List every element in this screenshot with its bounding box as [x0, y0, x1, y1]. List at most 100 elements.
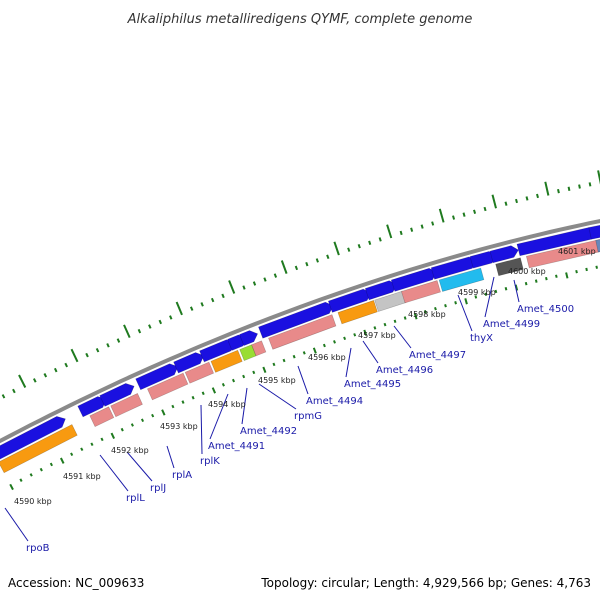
ruler-tick: [423, 310, 427, 314]
ruler-tick: [90, 442, 94, 447]
ruler-tick: [462, 212, 466, 217]
ruler-tick: [200, 302, 204, 307]
ruler-tick: [1, 394, 6, 399]
ruler-tick: [272, 362, 276, 367]
kbp-label: 4590 kbp: [14, 497, 52, 506]
gene-feature: [337, 300, 378, 325]
ruler-tick: [399, 230, 403, 236]
kbp-label: 4591 kbp: [63, 472, 101, 481]
ruler-tick: [181, 400, 185, 404]
gene-label: rplK: [200, 456, 220, 467]
ruler-tick: [43, 373, 48, 378]
ruler-tick: [116, 338, 121, 343]
ruler-tick: [80, 447, 84, 452]
ruler-tick: [565, 272, 569, 279]
ruler-tick: [123, 324, 131, 339]
kbp-label: 4597 kbp: [358, 331, 396, 340]
gene-label: Amet_4492: [240, 426, 297, 437]
ruler-tick: [315, 258, 319, 263]
ruler-tick: [169, 315, 173, 320]
ruler-tick: [545, 276, 548, 281]
gene-feature: [595, 239, 600, 253]
ruler-tick: [575, 269, 578, 274]
kbp-label: 4601 kbp: [558, 247, 596, 256]
ruler-tick: [221, 383, 225, 387]
ruler-tick: [191, 395, 195, 400]
gene-feature: [0, 424, 78, 474]
ruler-tick: [483, 206, 487, 212]
ruler-tick: [491, 194, 497, 209]
ruler-tick: [53, 367, 58, 373]
gene-feature: [135, 363, 179, 391]
ruler-tick: [595, 265, 598, 269]
ruler-tick: [343, 336, 347, 341]
gene-feature: [0, 416, 66, 460]
gene-feature: [239, 344, 257, 362]
ruler-tick: [393, 319, 397, 324]
ruler-tick: [452, 215, 456, 220]
ruler-tick: [106, 343, 110, 348]
ruler-tick: [252, 281, 257, 286]
ruler-tick: [294, 265, 299, 271]
label-leader: [200, 404, 203, 455]
ruler-tick: [567, 186, 571, 191]
ruler-tick: [228, 280, 236, 294]
gene-feature: [210, 349, 243, 373]
ruler-tick: [454, 301, 457, 305]
ruler-tick: [64, 362, 68, 368]
ruler-tick: [386, 224, 393, 239]
ruler-tick: [514, 284, 519, 291]
gene-label: Amet_4494: [306, 396, 363, 407]
kbp-label: 4595 kbp: [258, 376, 296, 385]
ruler-tick: [292, 354, 296, 359]
gene-label: Amet_4500: [517, 304, 574, 315]
ruler-tick: [211, 387, 217, 394]
ruler-tick: [504, 201, 508, 206]
ruler-tick: [322, 343, 326, 348]
ruler-tick: [420, 224, 424, 229]
gene-feature: [251, 340, 267, 357]
kbp-label: 4598 kbp: [408, 310, 446, 319]
ruler-tick: [536, 193, 539, 199]
ruler-tick: [12, 388, 16, 394]
gene-label: rpmG: [294, 411, 322, 422]
gene-feature: [268, 314, 337, 350]
ruler-tick: [18, 374, 27, 388]
genome-backbone: [0, 219, 600, 444]
ruler-tick: [263, 277, 267, 282]
ruler-tick: [305, 261, 309, 267]
label-leader: [297, 365, 309, 395]
gene-feature: [239, 330, 259, 347]
gene-label: rplL: [126, 493, 145, 504]
ruler-ticks: [1, 170, 600, 491]
ruler-tick: [413, 313, 418, 320]
ruler-tick: [347, 247, 351, 252]
kbp-label: 4596 kbp: [308, 353, 346, 362]
ruler-tick: [578, 184, 581, 189]
ruler-tick: [242, 374, 246, 379]
ruler-tick: [140, 418, 145, 423]
gene-feature: [495, 257, 524, 277]
gene-label: Amet_4491: [208, 441, 265, 452]
ruler-tick: [473, 209, 477, 214]
ruler-tick: [161, 409, 166, 416]
ruler-tick: [60, 457, 65, 464]
kbp-label: 4599 kbp: [458, 288, 496, 297]
genome-summary-text: Topology: circular; Length: 4,929,566 bp…: [260, 576, 591, 590]
ruler-tick: [221, 293, 225, 299]
gene-feature: [588, 224, 600, 240]
label-leader: [209, 393, 229, 440]
ruler-tick: [312, 347, 317, 354]
ruler-tick: [262, 366, 267, 373]
ruler-tick: [494, 289, 498, 294]
ruler-tick: [201, 391, 205, 396]
ruler-tick: [70, 348, 79, 363]
ruler-tick: [210, 297, 215, 303]
label-leader: [126, 451, 153, 482]
label-leader: [362, 340, 379, 364]
gene-label: Amet_4499: [483, 319, 540, 330]
ruler-tick: [19, 478, 23, 482]
ruler-tick: [557, 188, 560, 194]
